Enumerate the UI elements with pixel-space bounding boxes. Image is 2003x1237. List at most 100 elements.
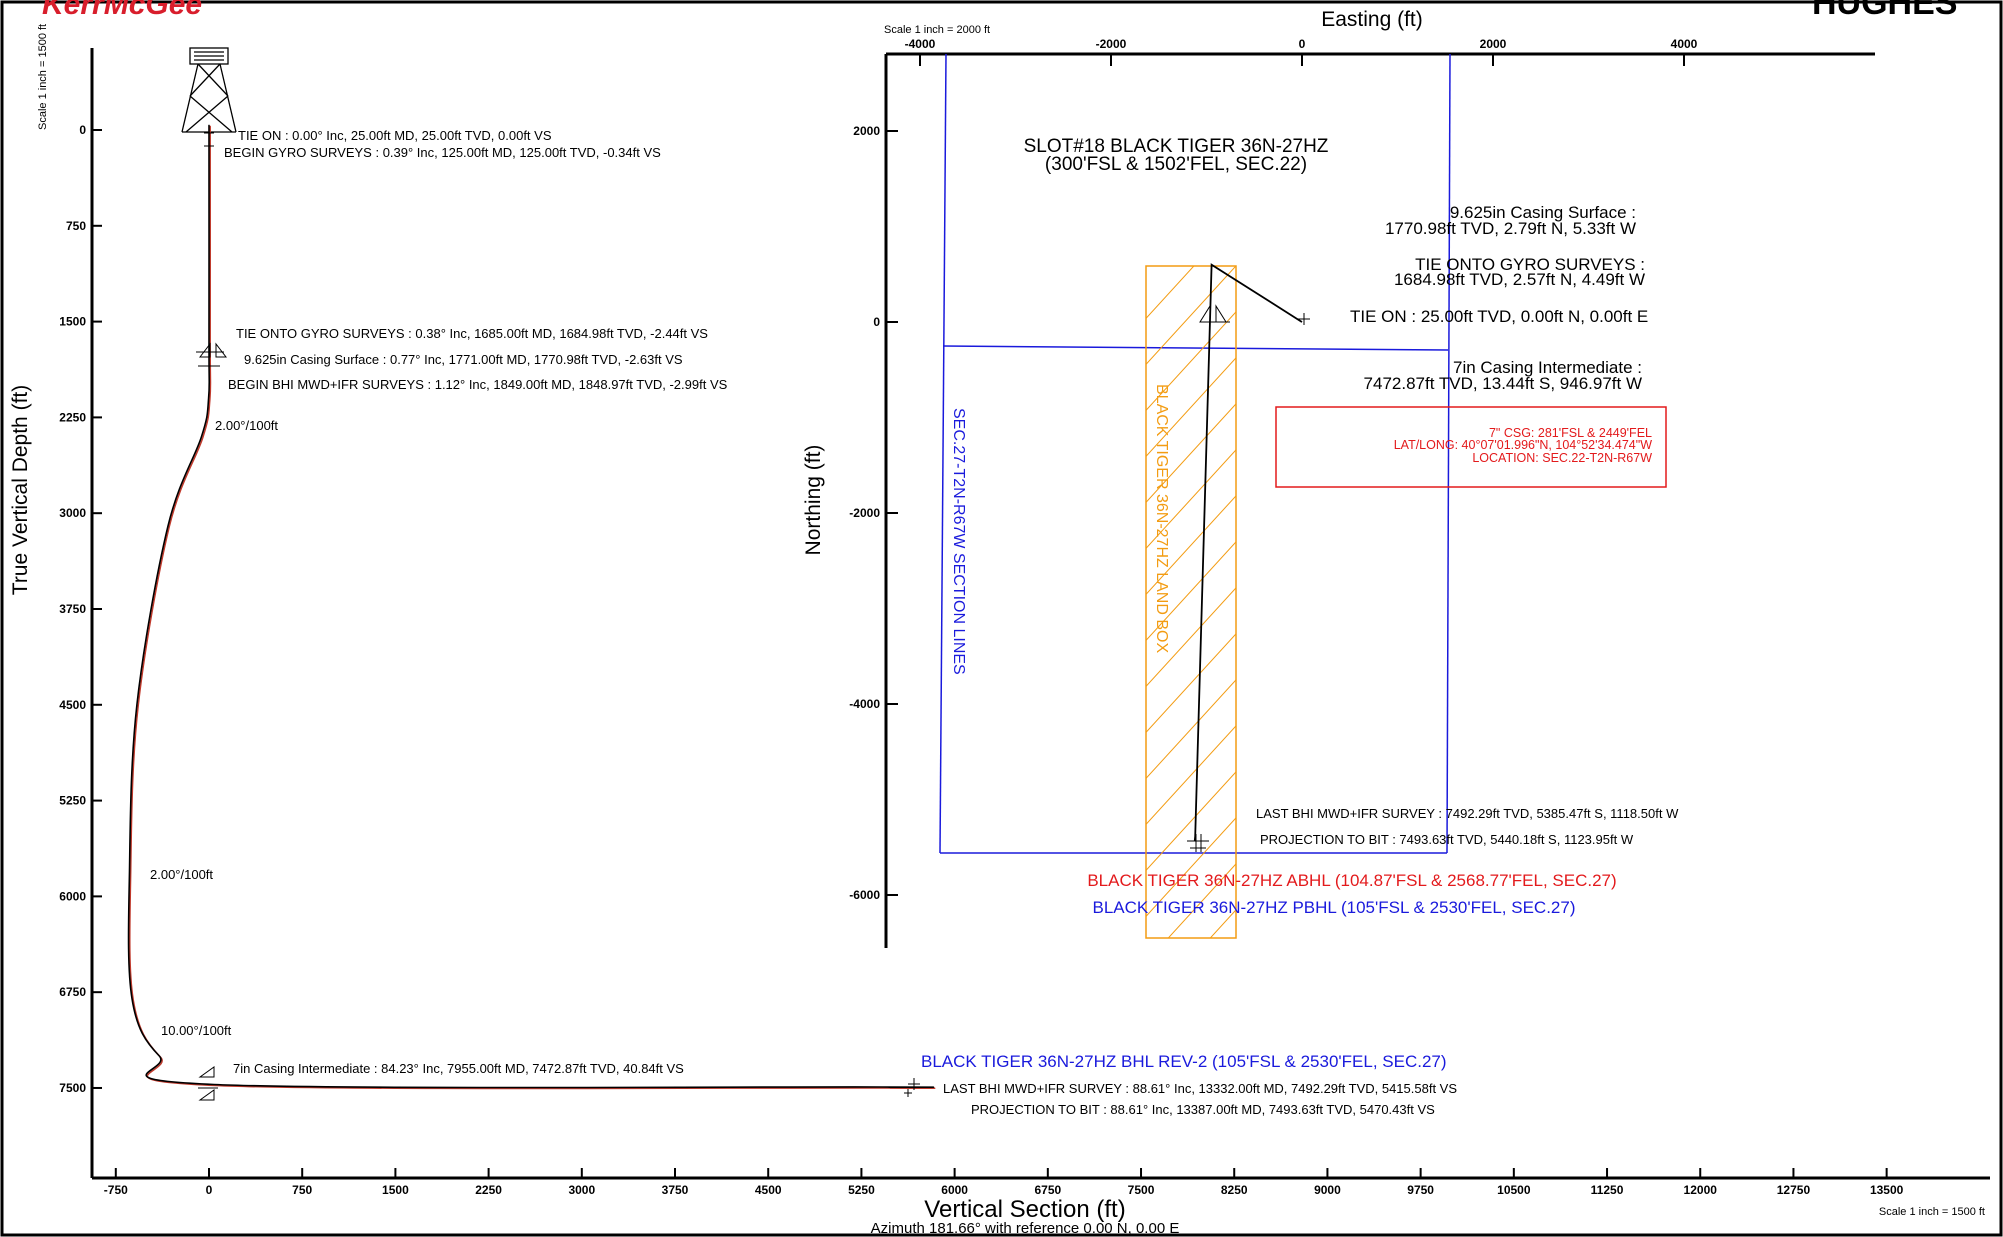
tvd-tick-label: 2250	[59, 410, 86, 424]
land-box-hatch	[1146, 541, 1236, 642]
plan-tie-onto-line-1: TIE ONTO GYRO SURVEYS :	[1415, 255, 1645, 274]
land-box-hatch	[1146, 357, 1236, 458]
plan-projection-label: PROJECTION TO BIT : 7493.63ft TVD, 5440.…	[1260, 832, 1634, 847]
csg-box-line-2: LAT/LONG: 40°07'01.996"N, 104°52'34.474"…	[1394, 438, 1652, 452]
vs-tie-onto-gyro-label: TIE ONTO GYRO SURVEYS : 0.38° Inc, 1685.…	[236, 326, 708, 341]
vs-ticks: -750 0 750 1500 2250 3000 3750 4500 5250 6000 6750…	[104, 1168, 1904, 1197]
vs-tick-label: 6000	[941, 1183, 968, 1197]
vertical-section-plot: 0750150022503000375045005250600067507500…	[9, 24, 1990, 1237]
hughes-logo: HUGHES	[1812, 0, 1957, 22]
land-box-label: BLACK TIGER 36N-27HZ LAND BOX	[1153, 384, 1170, 653]
vs-actual-trajectory	[127, 124, 935, 1089]
vs-dls-label-2: 2.00°/100ft	[150, 867, 213, 882]
tvd-tick-label: 6750	[59, 985, 86, 999]
azimuth-note: Azimuth 181.66° with reference 0.00 N, 0…	[871, 1220, 1180, 1237]
northing-tick-label: -4000	[849, 697, 880, 711]
tvd-tick-label: 3750	[59, 602, 86, 616]
vs-tick-label: 4500	[755, 1183, 782, 1197]
vs-plan-trajectory	[129, 125, 936, 1090]
plan-trajectory	[1193, 263, 1303, 842]
plan-casing-int-line-2: 7472.87ft TVD, 13.44ft S, 946.97ft W	[1364, 374, 1642, 393]
land-box	[1145, 265, 1237, 939]
land-box-hatch	[1146, 587, 1236, 688]
plan-scale-note: Scale 1 inch = 2000 ft	[884, 24, 990, 36]
vs-bhl-target-label: BLACK TIGER 36N-27HZ BHL REV-2 (105'FSL …	[921, 1052, 1447, 1071]
plan-survey-markers	[1187, 304, 1310, 852]
vs-tick-label: 11250	[1591, 1183, 1624, 1197]
tvd-tick-label: 4500	[59, 698, 86, 712]
land-box-hatch	[1167, 863, 1236, 938]
vs-tick-label: 5250	[848, 1183, 875, 1197]
vs-begin-bhi-label: BEGIN BHI MWD+IFR SURVEYS : 1.12° Inc, 1…	[228, 377, 728, 392]
plan-tie-on-label: TIE ON : 25.00ft TVD, 0.00ft N, 0.00ft E	[1350, 307, 1648, 326]
easting-tick-label: -2000	[1096, 37, 1127, 51]
land-box-hatch	[1146, 449, 1236, 550]
northing-tick-label: -6000	[849, 888, 880, 902]
land-box-hatch	[1146, 266, 1195, 320]
vs-tick-label: 12750	[1777, 1183, 1811, 1197]
vs-axis-label: Vertical Section (ft)	[924, 1196, 1125, 1223]
land-box-hatch	[1146, 679, 1236, 780]
land-box-hatch	[1146, 311, 1236, 412]
land-box-hatch	[1146, 771, 1236, 872]
vs-tick-label: 6750	[1034, 1183, 1061, 1197]
northing-tick-label: 2000	[853, 124, 880, 138]
easting-axis-label: Easting (ft)	[1321, 8, 1423, 31]
kerr-mcgee-logo: KerrMcGee	[42, 0, 202, 21]
plan-casing-surface-line-2: 1770.98ft TVD, 2.79ft N, 5.33ft W	[1385, 219, 1636, 238]
vs-tick-label: 2250	[475, 1183, 502, 1197]
vs-tick-label: 8250	[1221, 1183, 1248, 1197]
tvd-axis-label: True Vertical Depth (ft)	[9, 385, 32, 595]
abhl-label: BLACK TIGER 36N-27HZ ABHL (104.87'FSL & …	[1087, 871, 1616, 890]
vs-tick-label: 13500	[1870, 1183, 1904, 1197]
scale-note-right: Scale 1 inch = 1500 ft	[1879, 1206, 1985, 1218]
section-lines	[939, 53, 1451, 854]
easting-tick-label: 4000	[1671, 37, 1698, 51]
vs-projection-label: PROJECTION TO BIT : 88.61° Inc, 13387.00…	[971, 1102, 1435, 1117]
land-box-hatch	[1146, 403, 1236, 504]
plan-view-plot: -4000 -2000 0 2000 4000 2000 0 -2000 -4000 -6000…	[802, 8, 1875, 950]
vs-dls-label-1: 2.00°/100ft	[215, 418, 278, 433]
vs-dls-label-3: 10.00°/100ft	[161, 1023, 232, 1038]
land-box-hatch	[1146, 817, 1236, 918]
northing-tick-label: 0	[873, 315, 880, 329]
csg-box-line-3: LOCATION: SEC.22-T2N-R67W	[1472, 451, 1652, 465]
pbhl-label: BLACK TIGER 36N-27HZ PBHL (105'FSL & 253…	[1092, 898, 1575, 917]
vs-survey-markers	[196, 128, 920, 1101]
tvd-tick-label: 1500	[59, 315, 86, 329]
tvd-tick-label: 6000	[59, 889, 86, 903]
vs-tick-label: 750	[292, 1183, 312, 1197]
vs-tick-label: 9000	[1314, 1183, 1341, 1197]
slot-title-line-1: SLOT#18 BLACK TIGER 36N-27HZ	[1024, 136, 1329, 157]
section-lines-label: SEC.27-T2N-R67W SECTION LINES	[950, 408, 967, 675]
easting-tick-label: 0	[1299, 37, 1306, 51]
vs-begin-gyro-label: BEGIN GYRO SURVEYS : 0.39° Inc, 125.00ft…	[224, 145, 661, 160]
vs-tick-label: 12000	[1684, 1183, 1718, 1197]
tvd-tick-label: 3000	[59, 506, 86, 520]
vs-tick-label: 3000	[568, 1183, 595, 1197]
scale-note-left: Scale 1 inch = 1500 ft	[37, 24, 49, 130]
vs-casing-surface-label: 9.625in Casing Surface : 0.77° Inc, 1771…	[244, 352, 683, 367]
vs-tick-label: 1500	[382, 1183, 409, 1197]
vs-casing-intermediate-label: 7in Casing Intermediate : 84.23° Inc, 79…	[233, 1061, 684, 1076]
tvd-tick-label: 7500	[59, 1081, 86, 1095]
land-box-hatch	[1146, 633, 1236, 734]
land-box-hatch	[1146, 725, 1236, 826]
easting-ticks: -4000 -2000 0 2000 4000	[905, 37, 1698, 66]
plan-casing-int-line-1: 7in Casing Intermediate :	[1453, 358, 1642, 377]
plan-casing-surface-line-1: 9.625in Casing Surface :	[1450, 203, 1636, 222]
vs-tick-label: -750	[104, 1183, 128, 1197]
northing-ticks: 2000 0 -2000 -4000 -6000	[849, 124, 898, 902]
csg-box-line-1: 7" CSG: 281'FSL & 2449'FEL	[1489, 426, 1652, 440]
plan-tie-onto-line-2: 1684.98ft TVD, 2.57ft N, 4.49ft W	[1394, 270, 1645, 289]
easting-tick-label: 2000	[1480, 37, 1507, 51]
csg-location-box	[1275, 406, 1667, 488]
northing-axis-label: Northing (ft)	[802, 445, 825, 556]
plan-last-bhi-label: LAST BHI MWD+IFR SURVEY : 7492.29ft TVD,…	[1256, 806, 1679, 821]
vs-tick-label: 0	[206, 1183, 213, 1197]
northing-tick-label: -2000	[849, 506, 880, 520]
tvd-tick-label: 750	[66, 219, 86, 233]
land-box-hatch	[1209, 909, 1236, 938]
vs-tick-label: 3750	[662, 1183, 689, 1197]
